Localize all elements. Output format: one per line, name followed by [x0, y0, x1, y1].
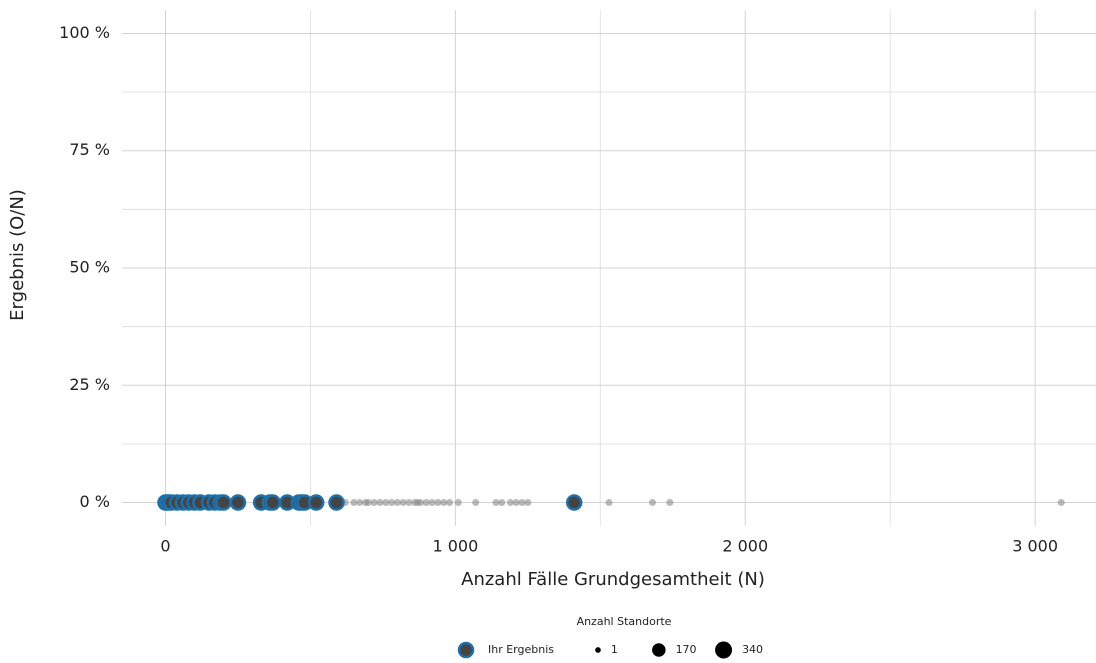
point: [492, 499, 500, 507]
point: [434, 499, 442, 507]
point: [446, 499, 454, 507]
point: [364, 499, 372, 507]
y-axis-title: Ergebnis (O/N): [7, 189, 28, 321]
point: [454, 499, 462, 507]
size-legend-label: 1: [611, 643, 618, 656]
point: [376, 499, 384, 507]
y-tick-label: 100 %: [59, 23, 110, 42]
size-legend-label: 170: [676, 643, 697, 656]
legend-marker: [457, 641, 475, 659]
size-legend-marker: [595, 647, 601, 653]
y-tick-label: 25 %: [69, 375, 110, 394]
point: [229, 494, 247, 511]
x-axis-title: Anzahl Fälle Grundgesamtheit (N): [461, 569, 765, 590]
point: [506, 499, 514, 507]
point: [328, 494, 345, 511]
point: [350, 499, 358, 507]
size-legend-marker: [715, 641, 733, 659]
size-legend-label: 340: [742, 643, 763, 656]
point: [388, 499, 396, 507]
y-tick-label: 0 %: [80, 492, 110, 511]
point: [417, 499, 425, 507]
point: [215, 494, 232, 511]
y-tick-label: 50 %: [69, 258, 110, 277]
point: [524, 499, 532, 507]
y-tick-label: 75 %: [69, 140, 110, 159]
size-legend-marker: [652, 643, 666, 657]
x-tick-label: 0: [160, 537, 170, 556]
point: [393, 499, 401, 507]
point: [264, 494, 281, 511]
point: [356, 499, 364, 507]
point: [565, 494, 583, 511]
point: [428, 499, 436, 507]
x-tick-label: 3 000: [1012, 537, 1058, 556]
point: [512, 499, 520, 507]
point: [1057, 499, 1065, 507]
point: [440, 499, 448, 507]
point: [472, 499, 480, 507]
point: [666, 499, 674, 507]
point: [498, 499, 506, 507]
point: [405, 499, 413, 507]
point: [370, 499, 378, 507]
point: [307, 494, 325, 511]
x-tick-label: 2 000: [722, 537, 768, 556]
point: [518, 499, 526, 507]
point: [422, 499, 430, 507]
point: [648, 499, 656, 507]
point: [382, 499, 390, 507]
legend-title: Anzahl Standorte: [577, 615, 672, 628]
legend-label: Ihr Ergebnis: [488, 643, 554, 656]
x-tick-label: 1 000: [432, 537, 478, 556]
point: [605, 499, 613, 507]
point: [399, 499, 407, 507]
